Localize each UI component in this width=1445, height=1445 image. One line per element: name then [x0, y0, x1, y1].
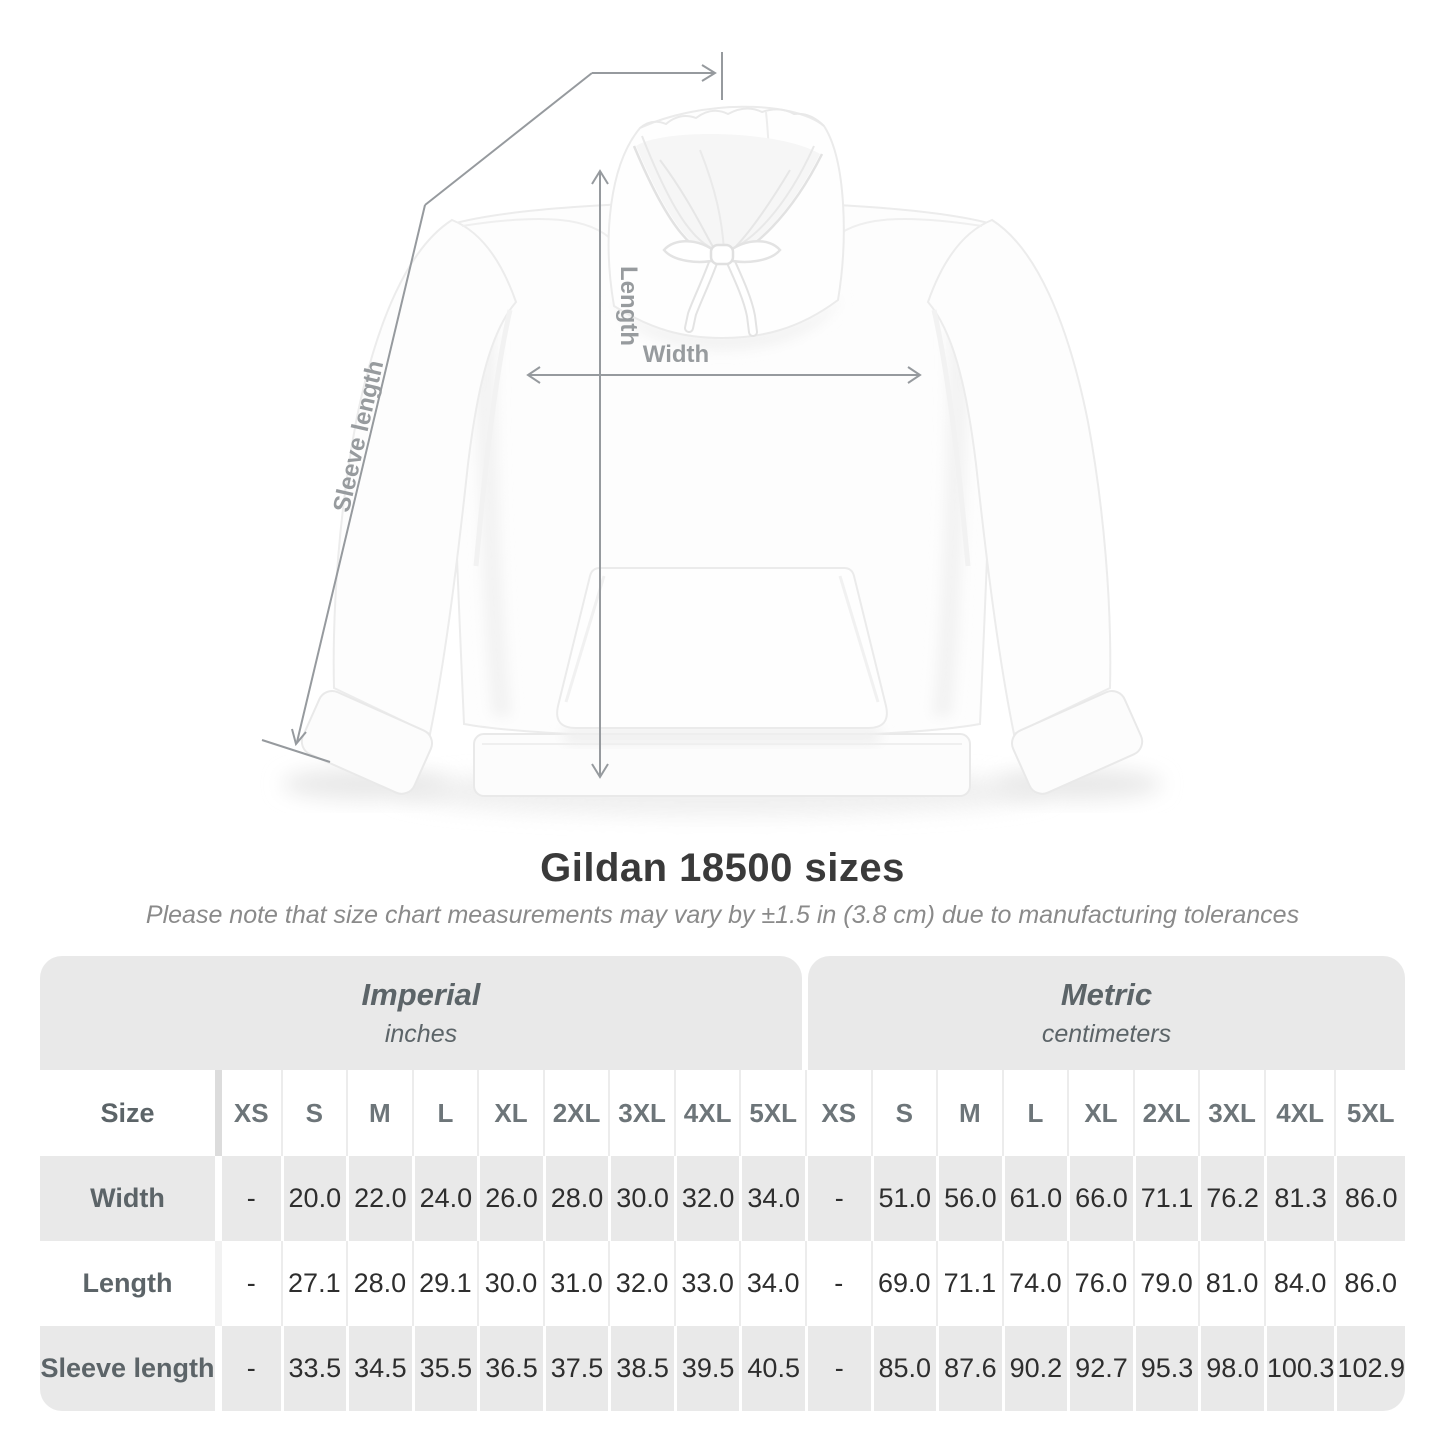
- metric-value-cell: 100.3: [1263, 1326, 1335, 1411]
- imperial-value-cell: 34.5: [346, 1326, 412, 1411]
- size-chart-grid: Imperial inches Metric centimeters Size X…: [40, 956, 1405, 1411]
- metric-size-header-5xl: 5XL: [1334, 1070, 1405, 1156]
- metric-value-cell: 71.1: [936, 1241, 1002, 1326]
- imperial-value-cell: 36.5: [477, 1326, 543, 1411]
- imperial-value-cell: 33.0: [673, 1241, 740, 1326]
- metric-size-header-xl: XL: [1067, 1070, 1133, 1156]
- hoodie-left-sleeve: [332, 218, 518, 736]
- imperial-value-cell: 24.0: [411, 1156, 478, 1241]
- imperial-value-cell: 33.5: [280, 1326, 347, 1411]
- imperial-value-cell: 35.5: [411, 1326, 478, 1411]
- metric-value-cell: 84.0: [1263, 1241, 1335, 1326]
- hoodie-drawstrings: [662, 240, 782, 337]
- metric-size-header-l: L: [1001, 1070, 1068, 1156]
- metric-value-cell: -: [804, 1156, 871, 1241]
- metric-value-cell: 90.2: [1001, 1326, 1068, 1411]
- imperial-value-cell: -: [215, 1241, 281, 1326]
- imperial-value-cell: -: [215, 1156, 281, 1241]
- imperial-value-cell: 32.0: [673, 1156, 740, 1241]
- imperial-value-cell: 38.5: [608, 1326, 674, 1411]
- metric-value-cell: -: [804, 1326, 871, 1411]
- hoodie-right-cuff: [1011, 690, 1144, 795]
- imperial-value-cell: 31.0: [542, 1241, 609, 1326]
- imperial-value-cell: 26.0: [477, 1156, 543, 1241]
- imperial-size-header-5xl: 5XL: [739, 1070, 805, 1156]
- metric-value-cell: 87.6: [936, 1326, 1002, 1411]
- metric-value-cell: 81.0: [1198, 1241, 1264, 1326]
- metric-value-cell: 61.0: [1001, 1156, 1068, 1241]
- imperial-section-header: Imperial inches: [40, 956, 802, 1070]
- imperial-value-cell: 22.0: [346, 1156, 412, 1241]
- metric-value-cell: 71.1: [1132, 1156, 1199, 1241]
- imperial-size-header-3xl: 3XL: [608, 1070, 674, 1156]
- measurement-lines: [261, 52, 922, 779]
- imperial-size-header-m: M: [346, 1070, 412, 1156]
- hoodie-pocket: [556, 567, 888, 729]
- metric-value-cell: 79.0: [1132, 1241, 1199, 1326]
- metric-value-cell: 86.0: [1334, 1156, 1405, 1241]
- metric-value-cell: 81.3: [1263, 1156, 1335, 1241]
- metric-value-cell: 74.0: [1001, 1241, 1068, 1326]
- size-column-header: Size: [40, 1070, 215, 1156]
- hoodie-right-sleeve: [926, 218, 1112, 736]
- metric-title: Metric: [1060, 977, 1153, 1012]
- tolerance-note: Please note that size chart measurements…: [145, 901, 1300, 929]
- metric-section-header: Metric centimeters: [807, 956, 1405, 1070]
- imperial-value-cell: 34.0: [739, 1241, 805, 1326]
- metric-value-cell: 95.3: [1132, 1326, 1199, 1411]
- metric-size-header-3xl: 3XL: [1198, 1070, 1264, 1156]
- imperial-size-header-2xl: 2XL: [542, 1070, 609, 1156]
- hoodie-measurement-diagram: Length Width Sleeve length: [261, 52, 1162, 816]
- metric-size-header-2xl: 2XL: [1132, 1070, 1199, 1156]
- imperial-value-cell: 20.0: [280, 1156, 347, 1241]
- imperial-title: Imperial: [361, 977, 481, 1012]
- length-label: Length: [615, 266, 642, 346]
- imperial-size-header-4xl: 4XL: [673, 1070, 740, 1156]
- metric-size-header-s: S: [870, 1070, 937, 1156]
- imperial-size-header-l: L: [411, 1070, 478, 1156]
- sleeve-line-arm: [296, 204, 426, 743]
- size-chart-table: Imperial inches Metric centimeters Size X…: [40, 956, 1405, 1411]
- width-label: Width: [643, 341, 709, 368]
- metric-value-cell: 92.7: [1067, 1326, 1133, 1411]
- imperial-value-cell: 30.0: [477, 1241, 543, 1326]
- metric-value-cell: 66.0: [1067, 1156, 1133, 1241]
- hoodie-illustration: Length Width Sleeve length: [261, 52, 1162, 816]
- metric-value-cell: 86.0: [1334, 1241, 1405, 1326]
- imperial-value-cell: 28.0: [346, 1241, 412, 1326]
- metric-value-cell: 56.0: [936, 1156, 1002, 1241]
- imperial-value-cell: 39.5: [673, 1326, 740, 1411]
- imperial-value-cell: 37.5: [542, 1326, 609, 1411]
- imperial-value-cell: 32.0: [608, 1241, 674, 1326]
- row-label: Length: [40, 1241, 215, 1326]
- metric-value-cell: -: [804, 1241, 871, 1326]
- imperial-size-header-xl: XL: [477, 1070, 543, 1156]
- imperial-value-cell: 40.5: [739, 1326, 805, 1411]
- imperial-size-header-xs: XS: [215, 1070, 281, 1156]
- sleeve-line-diagonal: [424, 72, 593, 206]
- page-title: Gildan 18500 sizes: [540, 846, 905, 890]
- imperial-size-header-s: S: [280, 1070, 347, 1156]
- imperial-value-cell: 28.0: [542, 1156, 609, 1241]
- metric-size-header-m: M: [936, 1070, 1002, 1156]
- row-label: Sleeve length: [40, 1326, 215, 1411]
- metric-value-cell: 98.0: [1198, 1326, 1264, 1411]
- metric-value-cell: 76.0: [1067, 1241, 1133, 1326]
- metric-size-header-xs: XS: [804, 1070, 871, 1156]
- imperial-value-cell: 34.0: [739, 1156, 805, 1241]
- imperial-value-cell: 29.1: [411, 1241, 478, 1326]
- metric-value-cell: 69.0: [870, 1241, 937, 1326]
- metric-value-cell: 102.9: [1334, 1326, 1405, 1411]
- metric-value-cell: 76.2: [1198, 1156, 1264, 1241]
- metric-size-header-4xl: 4XL: [1263, 1070, 1335, 1156]
- imperial-value-cell: 27.1: [280, 1241, 347, 1326]
- hoodie-left-cuff: [300, 690, 433, 795]
- imperial-value-cell: 30.0: [608, 1156, 674, 1241]
- imperial-unit: inches: [384, 1020, 458, 1048]
- metric-unit: centimeters: [1041, 1020, 1172, 1048]
- imperial-value-cell: -: [215, 1326, 281, 1411]
- metric-value-cell: 85.0: [870, 1326, 937, 1411]
- row-label: Width: [40, 1156, 215, 1241]
- metric-value-cell: 51.0: [870, 1156, 937, 1241]
